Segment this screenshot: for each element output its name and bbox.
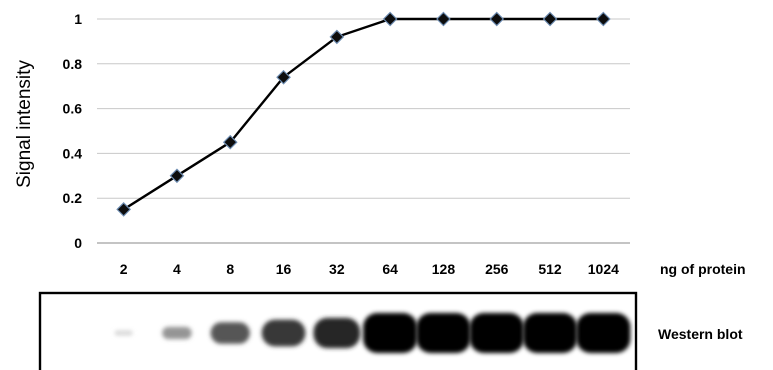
western-blot-band (416, 313, 471, 353)
y-axis-title: Signal intensity (14, 60, 35, 188)
data-point (436, 11, 451, 27)
western-blot-band (162, 326, 192, 340)
western-blot-band (363, 313, 418, 353)
western-blot-band (210, 322, 250, 344)
western-blot-band (576, 313, 631, 353)
y-tick-label: 0.2 (63, 190, 83, 206)
x-tick-label: 4 (173, 261, 181, 277)
series-line (123, 17, 604, 211)
x-tick-label: 32 (329, 261, 345, 277)
data-point (329, 29, 345, 45)
x-tick-label: 64 (382, 261, 398, 277)
western-blot-band (261, 319, 306, 347)
data-point (382, 11, 398, 27)
y-tick-label: 0 (74, 235, 82, 251)
western-blot-band (114, 330, 133, 336)
data-point (489, 11, 505, 27)
data-point (596, 11, 611, 27)
y-tick-label: 1 (74, 11, 82, 27)
data-point (542, 11, 558, 27)
series-layer (116, 11, 611, 217)
data-point (276, 69, 291, 85)
x-tick-labels: 2 4 8 16 32 64 128 256 512 1024 (120, 261, 619, 277)
x-axis-unit-label: ng of protein (660, 261, 746, 277)
data-point (222, 134, 238, 150)
x-tick-label: 128 (432, 261, 456, 277)
data-point (169, 168, 185, 184)
western-blot-band (469, 313, 524, 353)
x-tick-label: 512 (538, 261, 562, 277)
western-blot-band (523, 313, 578, 353)
x-tick-label: 256 (485, 261, 509, 277)
x-tick-label: 2 (120, 261, 128, 277)
data-point (116, 202, 131, 217)
x-tick-label: 16 (276, 261, 292, 277)
x-tick-label: 8 (226, 261, 234, 277)
y-tick-label: 0.6 (63, 101, 83, 117)
western-blot-label: Western blot (658, 326, 743, 342)
y-tick-labels: 0 0.2 0.4 0.6 0.8 1 (63, 11, 83, 251)
western-blot-bands (114, 313, 631, 353)
y-tick-label: 0.8 (63, 56, 83, 72)
x-tick-label: 1024 (588, 261, 619, 277)
grid-lines (97, 18, 630, 199)
western-blot-band (313, 317, 361, 349)
y-tick-label: 0.4 (63, 145, 83, 161)
